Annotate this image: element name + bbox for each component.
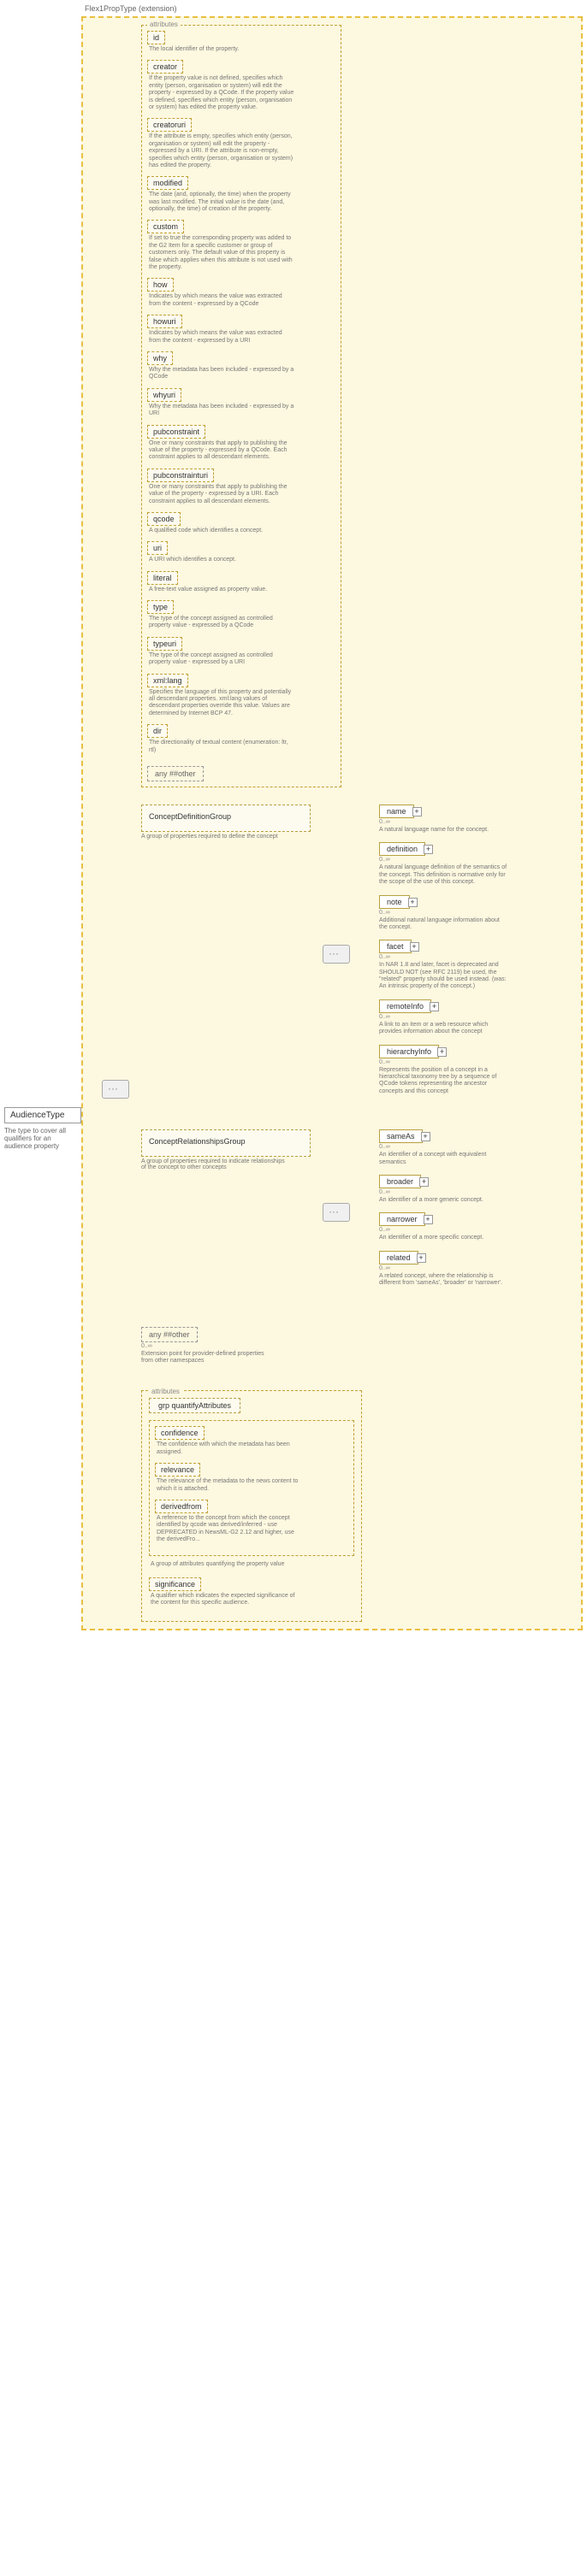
root-type-box: AudienceType [4,1107,81,1123]
attr-typeuri: typeuri [147,637,182,651]
attr-dir: dir [147,724,168,738]
attr-custom: custom [147,220,184,233]
element-facet: facet [379,940,412,953]
attr-why: why [147,351,173,365]
any-other-element: any ##other [141,1327,198,1342]
attr-id: id [147,31,165,44]
element-hierarchyInfo: hierarchyInfo [379,1045,439,1058]
attr-significance: significance [149,1577,201,1591]
sequence-icon [323,1203,350,1222]
quantify-attributes-group: grp quantifyAttributes [149,1398,240,1413]
attr-pubconstrainturi: pubconstrainturi [147,469,214,482]
attr-how: how [147,278,174,292]
concept-relationships-group: ConceptRelationshipsGroup [141,1129,311,1157]
element-remoteInfo: remoteInfo [379,999,431,1013]
element-related: related [379,1251,418,1264]
attr-qcode: qcode [147,512,181,526]
group-def-desc: A group of properties required to define… [141,834,287,840]
any-other-card: 0..∞ [141,1343,574,1349]
attr-relevance: relevance [155,1463,200,1477]
attr-xml-lang: xml:lang [147,674,188,687]
root-type-desc: The type to cover all qualifiers for an … [4,1127,77,1150]
element-narrower: narrower [379,1212,425,1226]
attr-creator: creator [147,60,183,74]
element-name: name [379,805,414,818]
any-other-desc: Extension point for provider-defined pro… [141,1351,270,1365]
attr-pubconstraint: pubconstraint [147,425,205,439]
attr-whyuri: whyuri [147,388,181,402]
element-note: note [379,895,410,909]
extension-header: Flex1PropType (extension) [81,4,583,13]
sequence-icon [102,1080,129,1099]
attributes-section-1: attributes idThe local identifier of the… [141,25,341,787]
attr-confidence: confidence [155,1426,205,1440]
attributes-label: attributes [147,21,181,28]
attr-uri: uri [147,541,168,555]
attr-literal: literal [147,571,178,585]
quant-grp-desc: A group of attributes quantifying the pr… [149,1561,296,1568]
attr-howuri: howuri [147,315,182,328]
any-other-attr: any ##other [147,766,204,781]
sequence-icon [323,945,350,964]
element-sameAs: sameAs [379,1129,423,1143]
attr-creatoruri: creatoruri [147,118,192,132]
group-rel-desc: A group of properties required to indica… [141,1158,287,1170]
attr-significance-desc: A qualifier which indicates the expected… [149,1593,296,1607]
element-definition: definition [379,842,425,856]
attr-derivedfrom: derivedfrom [155,1500,208,1513]
group-rel-name: ConceptRelationshipsGroup [149,1137,303,1146]
attr-type: type [147,600,174,614]
attributes-section-2: attributes grp quantifyAttributes confid… [141,1390,362,1621]
attributes-label-2: attributes [149,1388,182,1395]
group-def-name: ConceptDefinitionGroup [149,812,303,821]
attr-modified: modified [147,176,188,190]
element-broader: broader [379,1175,421,1188]
concept-definition-group: ConceptDefinitionGroup [141,805,311,832]
extension-container: attributes idThe local identifier of the… [81,16,583,1630]
